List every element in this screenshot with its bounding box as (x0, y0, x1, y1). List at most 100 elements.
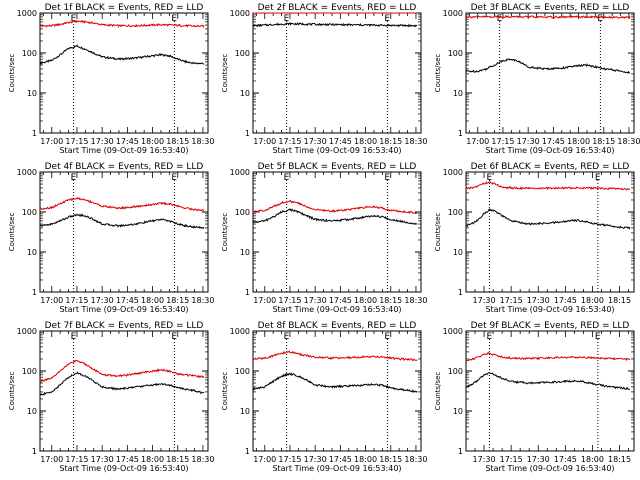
x-axis-label: Start Time (09-Oct-09 16:53:40) (272, 464, 401, 473)
x-tick-label: 17:45 (329, 296, 352, 305)
y-tick-label: 100 (22, 367, 37, 376)
y-tick-label: 100 (22, 208, 37, 217)
x-tick-label: 17:45 (116, 137, 139, 146)
x-tick-label: 18:00 (581, 455, 604, 464)
y-tick-label: 100 (448, 49, 463, 58)
x-tick-label: 17:45 (554, 296, 577, 305)
panel-det-8: Det 8f BLACK = Events, RED = LLD 1 10 100 10… (221, 321, 427, 473)
y-tick-label: 1 (32, 288, 37, 297)
panel-title: Det 3f BLACK = Events, RED = LLD (471, 3, 630, 13)
panel-title: Det 2f BLACK = Events, RED = LLD (258, 3, 417, 13)
event-marker-label: E (284, 332, 290, 342)
x-tick-label: 18:30 (404, 455, 427, 464)
plot-frame (39, 330, 209, 452)
y-tick-label: 10 (240, 248, 250, 257)
x-tick-label: 17:00 (253, 296, 276, 305)
x-tick-label: 18:00 (354, 455, 377, 464)
plot-frame (465, 12, 635, 134)
x-tick-label: 17:00 (40, 137, 63, 146)
x-tick-label: 17:45 (116, 455, 139, 464)
y-tick-label: 1 (32, 447, 37, 456)
y-tick-label: 1000 (230, 327, 250, 336)
x-tick-label: 18:30 (617, 137, 640, 146)
event-marker-label: E (384, 173, 390, 183)
event-marker-label: E (486, 173, 492, 183)
x-axis-label: Start Time (09-Oct-09 16:53:40) (59, 464, 188, 473)
y-axis-label: Counts/sec (221, 54, 229, 93)
y-tick-label: 100 (448, 367, 463, 376)
plot-frame (465, 171, 635, 293)
x-tick-label: 17:15 (500, 455, 523, 464)
x-tick-label: 18:15 (608, 296, 631, 305)
y-tick-label: 1 (245, 129, 250, 138)
y-tick-label: 10 (453, 89, 463, 98)
event-marker-label: E (284, 173, 290, 183)
x-tick-label: 18:00 (567, 137, 590, 146)
events-series-line (465, 372, 630, 390)
x-tick-label: 18:15 (166, 455, 189, 464)
x-tick-label: 17:15 (65, 137, 88, 146)
x-tick-label: 18:15 (166, 137, 189, 146)
panel-title: Det 6f BLACK = Events, RED = LLD (471, 162, 630, 172)
event-marker-label: E (595, 173, 601, 183)
panel-det-7: Det 7f BLACK = Events, RED = LLD 1 10 100 10… (8, 321, 214, 473)
event-marker-label: E (171, 173, 177, 183)
event-marker-label: E (597, 14, 603, 24)
x-tick-label: 17:45 (329, 455, 352, 464)
x-tick-label: 17:00 (40, 296, 63, 305)
x-tick-label: 18:00 (354, 296, 377, 305)
plot-frame (252, 12, 422, 134)
x-axis-label: Start Time (09-Oct-09 16:53:40) (272, 146, 401, 155)
x-tick-label: 17:45 (554, 455, 577, 464)
event-marker-label: E (486, 332, 492, 342)
x-tick-label: 18:00 (141, 296, 164, 305)
y-tick-label: 100 (235, 49, 250, 58)
lld-series-line (465, 14, 631, 20)
x-tick-label: 17:30 (517, 137, 540, 146)
x-tick-label: 17:15 (491, 137, 514, 146)
event-marker-label: E (71, 332, 77, 342)
events-series-line (39, 213, 205, 230)
plot-frame (252, 171, 422, 293)
lld-series-line (39, 19, 205, 29)
x-tick-label: 18:15 (608, 455, 631, 464)
events-series-line (253, 22, 418, 28)
y-tick-label: 10 (453, 407, 463, 416)
x-tick-label: 17:00 (466, 137, 489, 146)
events-series-line (466, 58, 631, 74)
x-tick-label: 17:30 (304, 455, 327, 464)
lld-series-line (465, 351, 631, 362)
event-marker-label: E (384, 332, 390, 342)
lld-series-line (465, 180, 631, 191)
x-tick-label: 17:45 (116, 296, 139, 305)
y-tick-label: 1000 (443, 9, 463, 18)
panel-det-6: Det 6f BLACK = Events, RED = LLD 1 10 100 10… (434, 162, 635, 314)
events-series-line (252, 207, 418, 225)
event-marker-label: E (497, 14, 503, 24)
events-series-line (465, 208, 631, 230)
panel-det-4: Det 4f BLACK = Events, RED = LLD 1 10 100 10… (8, 162, 214, 314)
events-series-line (39, 44, 205, 65)
panel-title: Det 7f BLACK = Events, RED = LLD (45, 321, 204, 331)
x-tick-label: 17:45 (329, 137, 352, 146)
x-tick-label: 17:00 (253, 455, 276, 464)
y-tick-label: 10 (27, 407, 37, 416)
panel-det-9: Det 9f BLACK = Events, RED = LLD 1 10 100 10… (434, 321, 635, 473)
y-axis-label: Counts/sec (8, 213, 16, 252)
plot-frame (465, 330, 635, 452)
lld-series-line (39, 360, 205, 383)
x-tick-label: 18:30 (404, 137, 427, 146)
x-tick-label: 17:15 (278, 137, 301, 146)
x-tick-label: 17:15 (278, 296, 301, 305)
y-axis-label: Counts/sec (8, 372, 16, 411)
x-tick-label: 17:30 (527, 455, 550, 464)
panel-det-5: Det 5f BLACK = Events, RED = LLD 1 10 100 10… (221, 162, 427, 314)
x-axis-label: Start Time (09-Oct-09 16:53:40) (485, 464, 614, 473)
x-tick-label: 17:15 (65, 296, 88, 305)
x-tick-label: 17:30 (304, 296, 327, 305)
x-tick-label: 17:30 (473, 296, 496, 305)
x-axis-label: Start Time (09-Oct-09 16:53:40) (59, 305, 188, 314)
x-tick-label: 17:15 (65, 455, 88, 464)
x-tick-label: 17:15 (500, 296, 523, 305)
